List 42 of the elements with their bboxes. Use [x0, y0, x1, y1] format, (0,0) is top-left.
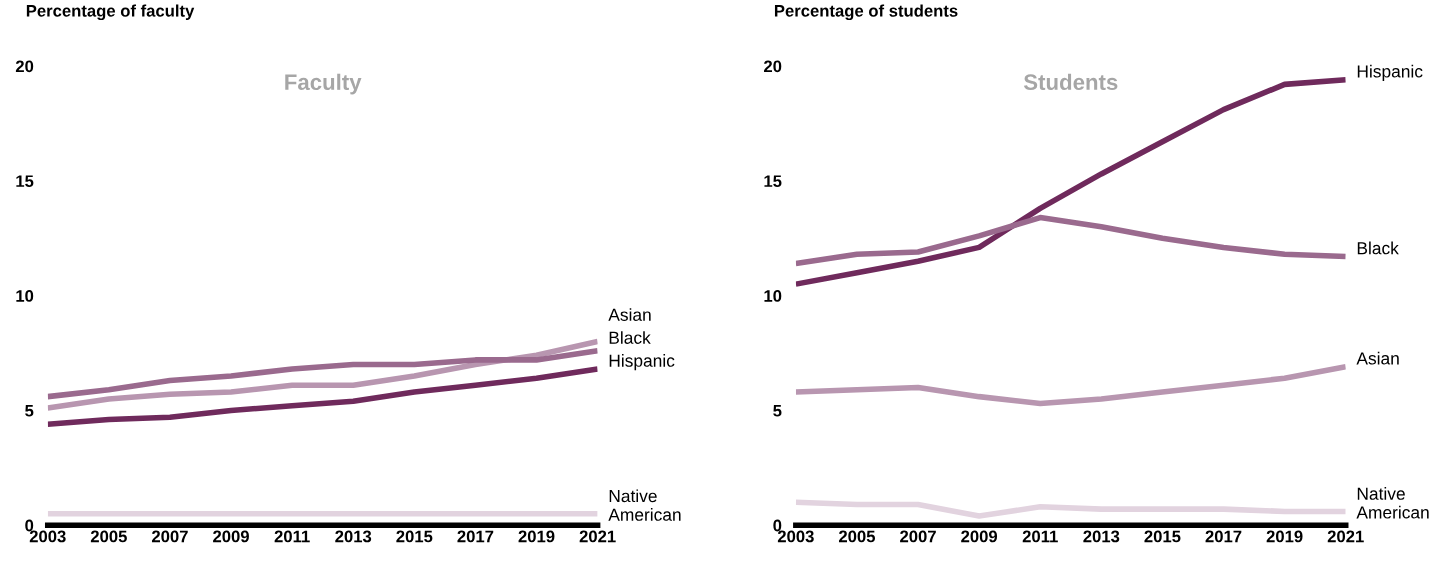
- x-tick-label: 2013: [335, 530, 372, 543]
- x-tick-label: 2013: [1083, 530, 1120, 543]
- x-tick-label: 2017: [457, 530, 494, 543]
- series-label: Hispanic: [609, 354, 675, 371]
- y-axis-title: Percentage of faculty: [26, 4, 195, 21]
- x-tick-label: 2019: [518, 530, 555, 543]
- series-label: Hispanic: [1357, 64, 1423, 81]
- x-tick-label: 2009: [961, 530, 998, 543]
- y-tick-label: 0: [25, 519, 34, 532]
- x-tick-label: 2003: [777, 530, 814, 543]
- series-label: Asian: [1356, 351, 1399, 365]
- series-label: Black: [1357, 241, 1399, 255]
- y-axis-title: Percentage of students: [774, 4, 958, 21]
- chart-title: Faculty: [285, 73, 362, 95]
- y-tick-label: 15: [16, 175, 34, 188]
- x-tick-label: 2011: [1022, 530, 1058, 543]
- x-tick-label: 2021: [1327, 530, 1364, 543]
- y-tick-label: 5: [25, 404, 34, 417]
- x-tick-label: 2007: [900, 530, 936, 543]
- x-tick-label: 2015: [1144, 530, 1181, 543]
- y-tick-label: 5: [773, 404, 782, 417]
- y-tick-label: 10: [16, 290, 34, 302]
- y-tick-label: 20: [15, 60, 34, 73]
- x-tick-label: 2005: [90, 530, 127, 543]
- y-tick-label: 0: [773, 519, 782, 532]
- x-tick-label: 2011: [274, 530, 310, 543]
- series-label: Asian: [608, 308, 651, 321]
- x-tick-label: 2009: [213, 530, 249, 543]
- series-label: Native American: [608, 489, 681, 521]
- x-tick-label: 2003: [29, 530, 66, 543]
- y-tick-label: 20: [764, 60, 782, 73]
- y-tick-label: 10: [764, 290, 782, 302]
- x-tick-label: 2021: [579, 530, 616, 543]
- x-tick-label: 2015: [396, 530, 433, 543]
- x-tick-label: 2007: [151, 530, 188, 543]
- y-tick-label: 15: [764, 175, 782, 188]
- x-tick-label: 2005: [838, 530, 876, 543]
- x-tick-label: 2017: [1205, 530, 1242, 543]
- series-label: Native American: [1356, 487, 1429, 519]
- x-tick-label: 2019: [1266, 530, 1303, 543]
- chart-title: Students: [1023, 73, 1118, 91]
- series-label: Black: [609, 331, 651, 344]
